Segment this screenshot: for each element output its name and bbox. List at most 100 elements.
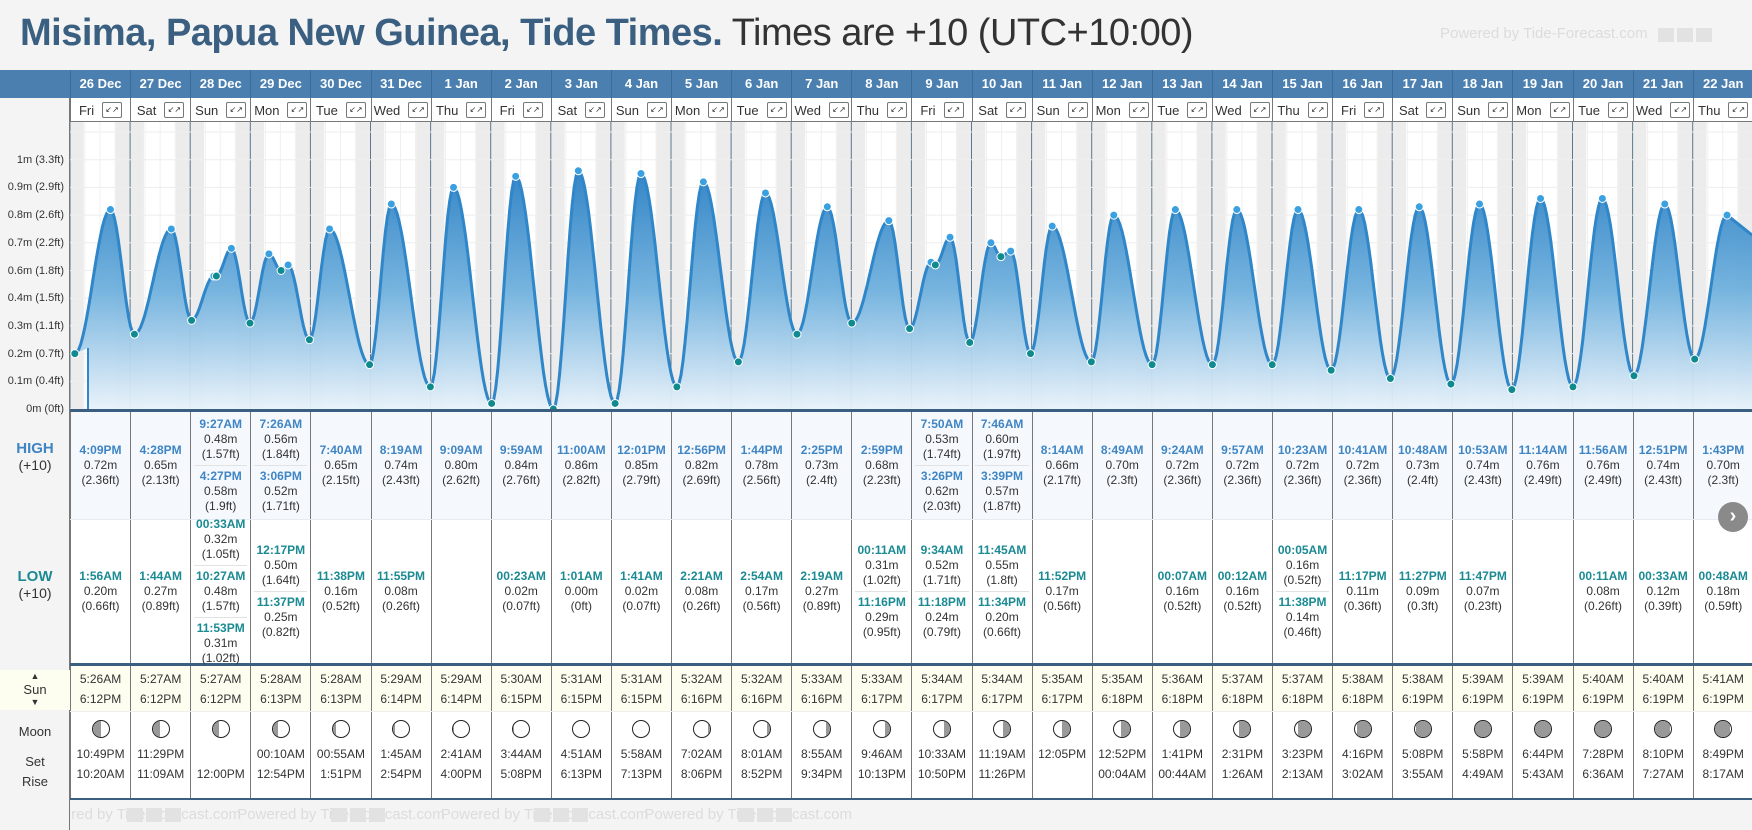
sunrise-time: 5:29AM: [380, 671, 422, 686]
weekday-cell: Thu ↙↗: [851, 98, 911, 122]
low-tide-feet: (0.79ft): [922, 625, 961, 639]
tide-chart-svg: [70, 122, 1752, 409]
high-tide-point: [1597, 193, 1607, 203]
expand-day-button[interactable]: ↙↗: [1608, 102, 1628, 118]
expand-day-button[interactable]: ↙↗: [164, 102, 185, 118]
expand-icon: ↙↗: [650, 105, 664, 114]
high-tide-point: [1109, 210, 1119, 220]
expand-day-button[interactable]: ↙↗: [102, 102, 123, 118]
low-tide-entry: 2:21AM 0.08m (0.26ft): [675, 566, 728, 617]
expand-day-button[interactable]: ↙↗: [1549, 102, 1570, 118]
low-tide-cell: 00:07AM 0.16m (0.52ft): [1151, 520, 1212, 663]
low-tide-time: 00:33AM: [196, 517, 246, 531]
low-tide-cell: 2:54AM 0.17m (0.56ft): [731, 520, 791, 663]
expand-day-button[interactable]: ↙↗: [1067, 102, 1088, 118]
low-tide-feet: (0.07ft): [502, 599, 541, 613]
low-tide-meters: 0.48m: [204, 584, 238, 598]
high-tide-point: [884, 216, 894, 226]
footer-powered-by[interactable]: Powered by Tide-Forecast.com: [441, 800, 655, 830]
expand-day-button[interactable]: ↙↗: [287, 102, 308, 118]
moon-shadow: [1595, 721, 1611, 737]
weekday-label: Wed: [373, 102, 401, 118]
footer-powered-by[interactable]: Powered by Tide-Forecast.com: [644, 800, 858, 830]
high-tide-feet: (2.43ft): [382, 473, 421, 487]
expand-day-button[interactable]: ↙↗: [1307, 102, 1328, 118]
expand-icon: ↙↗: [1132, 105, 1146, 114]
moon-cell: 2:31PM 1:26AM: [1211, 712, 1272, 798]
high-tide-feet: (2.62ft): [442, 473, 481, 487]
expand-day-button[interactable]: ↙↗: [647, 102, 667, 118]
high-tide-cell: 10:23AM 0.72m (2.36ft): [1272, 412, 1332, 519]
high-tide-time: 2:25PM: [800, 443, 843, 457]
high-tide-meters: 0.56m: [264, 432, 298, 446]
high-tide-cell: 11:56AM 0.76m (2.49ft): [1572, 412, 1633, 519]
expand-day-button[interactable]: ↙↗: [522, 102, 543, 118]
expand-day-button[interactable]: ↙↗: [1249, 102, 1270, 118]
low-tide-time: 11:38PM: [1278, 595, 1327, 609]
low-tide-feet: (0.52ft): [1283, 573, 1322, 587]
low-tide-meters: 0.16m: [324, 584, 358, 598]
expand-day-button[interactable]: ↙↗: [408, 102, 429, 118]
y-axis: 0m (0ft) 0.1m (0.4ft) 0.2m (0.7ft) 0.3m (1.…: [0, 122, 68, 415]
expand-day-button[interactable]: ↙↗: [466, 102, 487, 118]
moonset-time: 12:05PM: [1038, 747, 1087, 761]
expand-day-button[interactable]: ↙↗: [708, 102, 729, 118]
weekday-label: Thu: [856, 102, 880, 118]
low-tide-point: [610, 398, 620, 408]
expand-day-button[interactable]: ↙↗: [766, 102, 787, 118]
weekday-label: Tue: [315, 102, 338, 118]
low-tide-point: [847, 318, 857, 328]
expand-icon: ↙↗: [1491, 105, 1506, 114]
low-tide-point: [1385, 374, 1395, 384]
night-shade: [70, 122, 84, 409]
high-tide-feet: (2.03ft): [922, 499, 961, 513]
expand-day-button[interactable]: ↙↗: [1128, 102, 1149, 118]
moonset-time: 1:41PM: [1161, 747, 1204, 761]
expand-day-button[interactable]: ↙↗: [943, 102, 964, 118]
low-tide-entry: 00:11AM 0.31m (1.02ft): [855, 540, 908, 591]
low-tide-point: [1507, 385, 1517, 395]
sun-cell: 5:35AM 6:18PM: [1091, 666, 1152, 711]
weekday-cell: Tue ↙↗: [1572, 98, 1633, 122]
low-tide-time: 2:21AM: [680, 569, 723, 583]
expand-day-button[interactable]: ↙↗: [1670, 102, 1691, 118]
expand-icon: ↙↗: [946, 105, 961, 114]
high-tide-meters: 0.72m: [1345, 458, 1380, 472]
low-tide-meters: 0.08m: [684, 584, 719, 598]
sunrise-time: 5:40AM: [1582, 671, 1624, 686]
weekday-label: Mon: [674, 102, 701, 118]
weekday-cell: Wed ↙↗: [1211, 98, 1272, 122]
high-tide-cell: 1:44PM 0.78m (2.56ft): [731, 412, 791, 519]
sunrise-time: 5:31AM: [620, 671, 663, 686]
high-tide-feet: (1.74ft): [922, 447, 961, 461]
high-tide-cell: 7:50AM 0.53m (1.74ft) 3:26PM 0.62m (2.03ft): [911, 412, 971, 519]
sun-cell: 5:40AM 6:19PM: [1572, 666, 1633, 711]
expand-day-button[interactable]: ↙↗: [585, 102, 606, 118]
expand-day-button[interactable]: ↙↗: [1005, 102, 1026, 118]
footer-powered-by[interactable]: Powered by Tide-Forecast.com: [70, 800, 248, 830]
expand-day-button[interactable]: ↙↗: [887, 102, 908, 118]
low-tide-meters: 0.32m: [204, 532, 238, 546]
expand-day-button[interactable]: ↙↗: [1728, 102, 1749, 118]
powered-by-banner[interactable]: Powered by Tide-Forecast.com: [1440, 25, 1715, 43]
expand-day-button[interactable]: ↙↗: [1364, 102, 1385, 118]
expand-day-button[interactable]: ↙↗: [345, 102, 366, 118]
weekday-label: Fri: [78, 102, 95, 118]
expand-day-button[interactable]: ↙↗: [1488, 102, 1509, 118]
next-days-button[interactable]: ›: [1718, 502, 1748, 532]
low-tide-feet: (1.8ft): [986, 573, 1018, 587]
expand-day-button[interactable]: ↙↗: [1187, 102, 1208, 118]
high-tide-cell: 9:59AM 0.84m (2.76ft): [490, 412, 551, 519]
moon-cell: 12:00PM: [190, 712, 250, 798]
expand-day-button[interactable]: ↙↗: [828, 102, 849, 118]
moon-cell: 5:58PM 4:49AM: [1452, 712, 1512, 798]
weekday-label: Mon: [254, 102, 280, 118]
sun-cell: 5:26AM 6:12PM: [70, 666, 130, 711]
high-tide-meters: 0.73m: [805, 458, 839, 472]
expand-day-button[interactable]: ↙↗: [1426, 102, 1447, 118]
high-tide-cell: 9:09AM 0.80m (2.62ft): [430, 412, 491, 519]
footer-powered-by[interactable]: Powered by Tide-Forecast.com: [237, 800, 451, 830]
high-tide-cell: 8:49AM 0.70m (2.3ft): [1091, 412, 1152, 519]
weekday-cell: Sat ↙↗: [1392, 98, 1452, 122]
expand-day-button[interactable]: ↙↗: [226, 102, 247, 118]
